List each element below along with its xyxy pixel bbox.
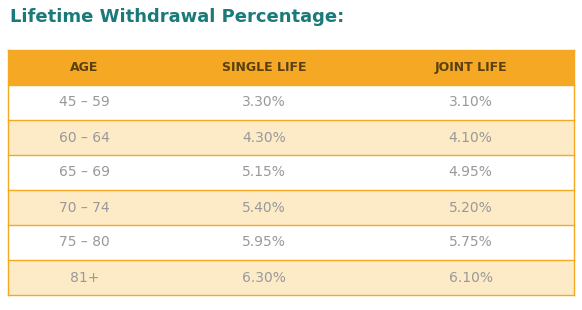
Text: 70 – 74: 70 – 74 <box>59 201 110 215</box>
Text: 5.15%: 5.15% <box>242 166 286 179</box>
Text: 5.20%: 5.20% <box>449 201 492 215</box>
Text: 45 – 59: 45 – 59 <box>59 95 110 109</box>
Text: 6.30%: 6.30% <box>242 271 286 285</box>
Text: AGE: AGE <box>70 61 98 74</box>
Bar <box>8 225 574 260</box>
Text: 65 – 69: 65 – 69 <box>59 166 110 179</box>
Text: 4.30%: 4.30% <box>242 131 286 144</box>
Text: JOINT LIFE: JOINT LIFE <box>434 61 507 74</box>
Text: 5.75%: 5.75% <box>449 236 492 250</box>
Text: 4.10%: 4.10% <box>449 131 492 144</box>
Text: 60 – 64: 60 – 64 <box>59 131 110 144</box>
Text: Lifetime Withdrawal Percentage:: Lifetime Withdrawal Percentage: <box>10 8 344 26</box>
Bar <box>8 155 574 190</box>
Text: 5.95%: 5.95% <box>242 236 286 250</box>
Text: 75 – 80: 75 – 80 <box>59 236 110 250</box>
Bar <box>8 260 574 295</box>
Text: 81+: 81+ <box>70 271 99 285</box>
Text: 3.10%: 3.10% <box>449 95 492 109</box>
Text: 4.95%: 4.95% <box>449 166 492 179</box>
Bar <box>8 190 574 225</box>
Text: SINGLE LIFE: SINGLE LIFE <box>222 61 306 74</box>
Text: 6.10%: 6.10% <box>449 271 493 285</box>
Text: 3.30%: 3.30% <box>242 95 286 109</box>
Text: 5.40%: 5.40% <box>242 201 286 215</box>
Bar <box>8 120 574 155</box>
Bar <box>8 85 574 120</box>
Bar <box>8 50 574 85</box>
